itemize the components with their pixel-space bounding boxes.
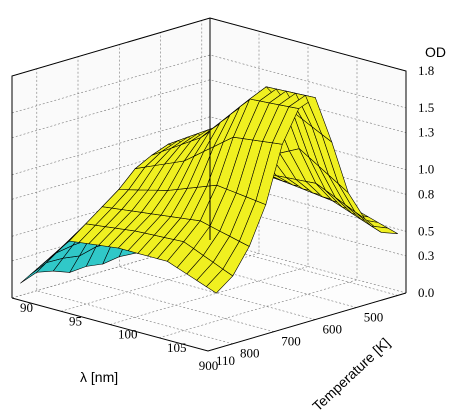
surface-cell [371, 225, 398, 234]
x-axis-label: λ [nm] [80, 369, 118, 385]
z-tick-label: 0.8 [418, 186, 434, 201]
x-tick-label: 600 [323, 322, 343, 337]
grid-line-y [158, 57, 358, 339]
frame-edge-base [11, 292, 407, 352]
floor-pane [12, 240, 406, 351]
x-tick-label: 900 [199, 358, 219, 373]
z-axis-label: OD [425, 44, 446, 60]
surface-mesh [20, 86, 398, 294]
tick-labels: 0.0 0.3 0.5 0.8 1.0 1.3 1.5 1.8 500 600 700 800 900 9… [20, 63, 434, 373]
grid-line-z [11, 116, 407, 175]
y-tick-label: 105 [167, 340, 187, 355]
z-tick-label: 1.5 [418, 100, 434, 115]
z-tick-label: 0.3 [418, 248, 434, 263]
grid-line-y [11, 18, 211, 299]
y-tick-label: 95 [69, 313, 82, 328]
x-tick-label: 700 [281, 334, 301, 349]
z-tick-label: 1.3 [418, 125, 434, 140]
x-tick-label: 800 [240, 346, 260, 361]
grid-line-y [109, 44, 309, 325]
z-tick-label: 1.8 [418, 63, 434, 78]
grid-line-z [11, 79, 407, 138]
z-tick-label: 0.0 [418, 285, 434, 300]
z-tick-label: 0.5 [418, 223, 434, 238]
axis-frame [11, 17, 407, 352]
y-tick-label: 100 [118, 327, 138, 342]
frame-edge-top [11, 17, 407, 298]
y-tick-label: 90 [20, 300, 33, 315]
x-tick-label: 500 [364, 309, 384, 324]
z-tick-label: 1.0 [418, 162, 434, 177]
y-tick-label: 110 [216, 353, 235, 368]
grid-line-y [60, 31, 260, 312]
y-axis-label: Temperature [K] [309, 335, 393, 415]
